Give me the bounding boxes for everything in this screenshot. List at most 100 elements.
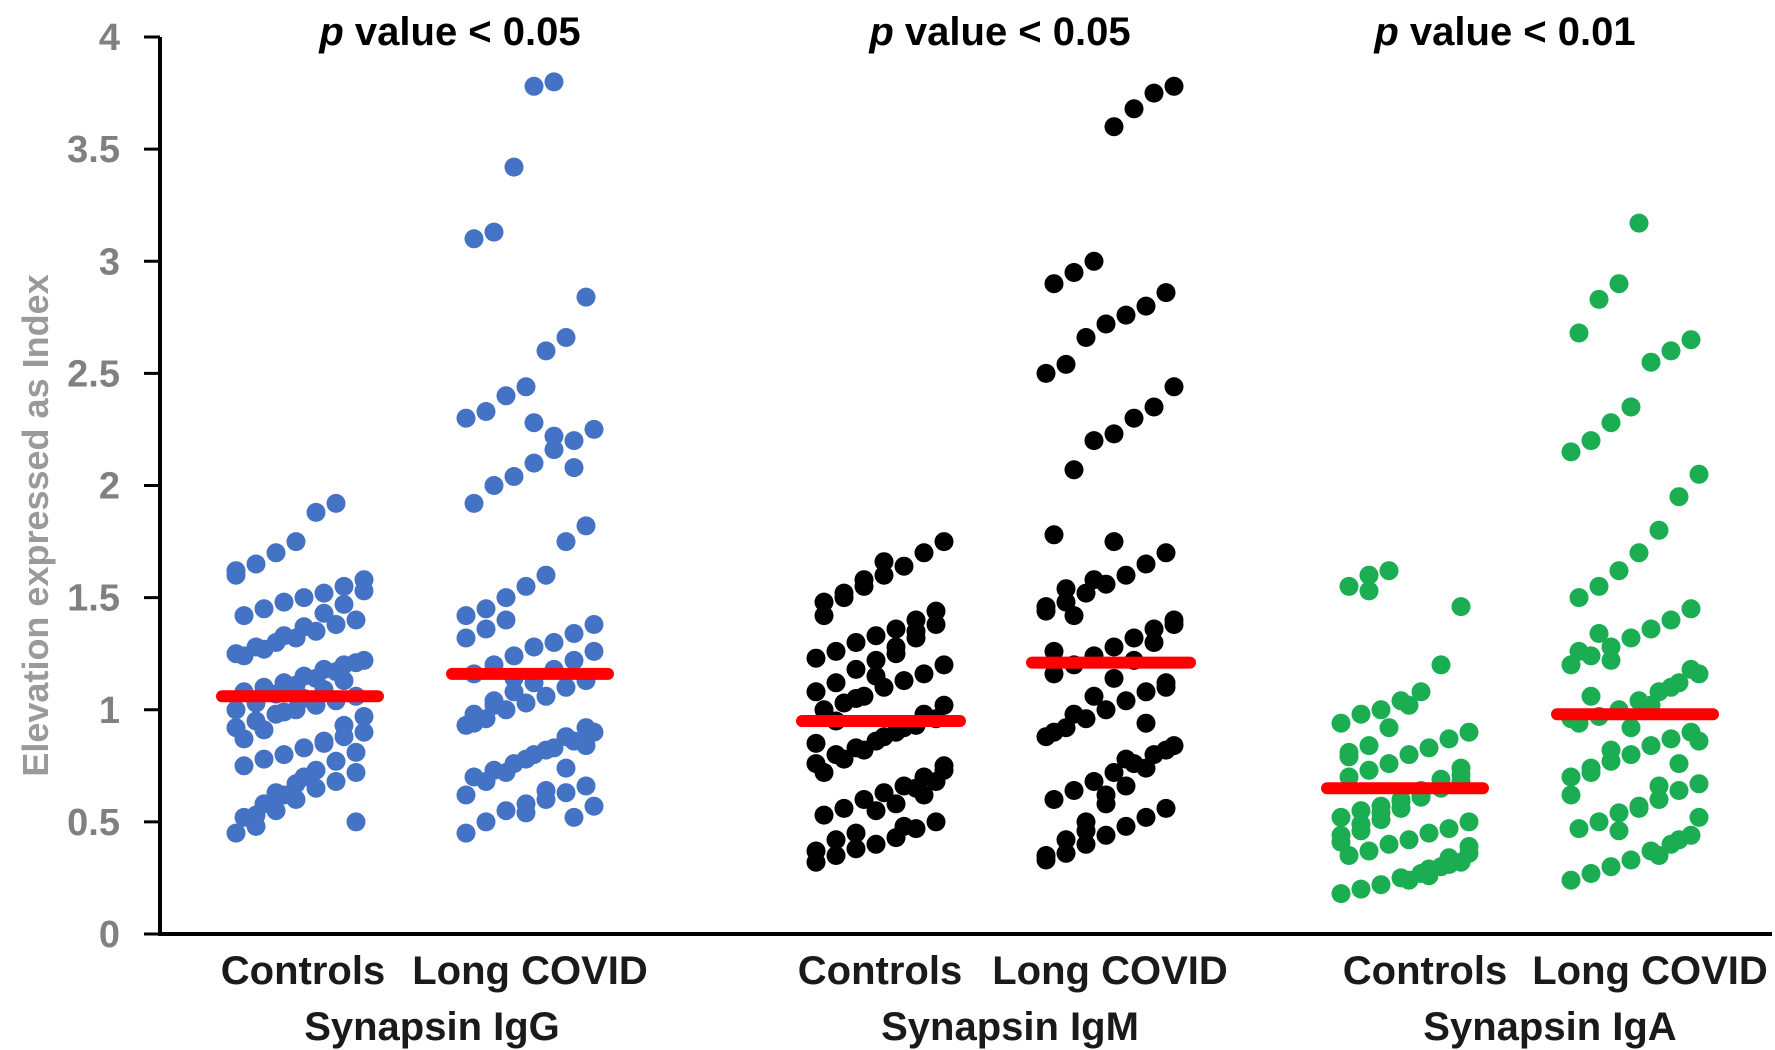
data-point (524, 76, 544, 96)
data-point (564, 458, 584, 478)
data-point (846, 659, 866, 679)
y-tick-label: 3 (99, 241, 120, 283)
data-point (1156, 798, 1176, 818)
data-point (866, 650, 886, 670)
data-point (334, 594, 354, 614)
data-point (1601, 650, 1621, 670)
p-value-label: p value < 0.01 (1373, 10, 1635, 54)
data-point (1096, 785, 1116, 805)
data-point (1056, 354, 1076, 374)
data-point (1561, 785, 1581, 805)
data-point (1649, 776, 1669, 796)
data-point (1419, 823, 1439, 843)
data-point (1164, 76, 1184, 96)
data-point (1379, 718, 1399, 738)
data-point (516, 576, 536, 596)
group-label: Synapsin IgM (881, 1005, 1139, 1049)
data-point (1589, 289, 1609, 309)
data-point (1629, 213, 1649, 233)
data-point (894, 671, 914, 691)
data-point (1621, 397, 1641, 417)
data-point (226, 823, 246, 843)
data-point (914, 664, 934, 684)
data-point (576, 776, 596, 796)
data-point (576, 718, 596, 738)
data-point (456, 408, 476, 428)
data-point (576, 736, 596, 756)
data-point (286, 774, 306, 794)
data-point (334, 576, 354, 596)
group-label: Synapsin IgA (1423, 1005, 1676, 1049)
data-point (834, 749, 854, 769)
group-label: Synapsin IgG (304, 1005, 560, 1049)
data-point (584, 419, 604, 439)
data-point (1044, 274, 1064, 294)
data-point (1601, 857, 1621, 877)
data-point (346, 742, 366, 762)
data-point (866, 626, 886, 646)
data-point (1689, 464, 1709, 484)
data-point (1601, 413, 1621, 433)
data-point (254, 599, 274, 619)
data-point (1569, 819, 1589, 839)
p-value-text: value < 0.01 (1399, 10, 1636, 54)
data-point (1581, 431, 1601, 451)
data-point (1124, 99, 1144, 119)
data-point (886, 794, 906, 814)
category-labels: Controls Long COVID Synapsin IgG p value < … (221, 10, 1768, 1049)
data-point (326, 772, 346, 791)
data-point (1144, 83, 1164, 103)
data-point (1116, 816, 1136, 836)
data-point (1359, 581, 1379, 601)
data-point (1076, 821, 1096, 841)
data-point (1084, 251, 1104, 271)
data-point (1641, 736, 1661, 756)
data-point (834, 798, 854, 818)
data-point (504, 467, 524, 486)
data-point (1569, 323, 1589, 343)
y-axis: 0 0.5 1 1.5 2 2.5 3 3.5 4 (67, 17, 162, 956)
data-point (564, 431, 584, 451)
data-point (1164, 377, 1184, 397)
data-point (846, 633, 866, 652)
data-point (456, 785, 476, 805)
data-point (1359, 736, 1379, 756)
data-point (1669, 781, 1689, 800)
data-point (874, 565, 894, 585)
data-point (1681, 599, 1701, 619)
data-point (1609, 821, 1629, 841)
data-point (584, 641, 604, 661)
data-point (1459, 722, 1479, 742)
data-point (846, 823, 866, 843)
data-point (1156, 283, 1176, 303)
data-point (274, 592, 294, 612)
data-point (576, 287, 596, 307)
data-point (1641, 352, 1661, 372)
data-point (1601, 637, 1621, 657)
data-point (1609, 274, 1629, 294)
data-point (1669, 487, 1689, 507)
data-point (254, 720, 274, 740)
data-point (1689, 807, 1709, 827)
data-point (926, 812, 946, 832)
data-point (866, 801, 886, 821)
data-point (1459, 843, 1479, 863)
data-point (504, 682, 524, 702)
data-point (806, 841, 826, 861)
data-point (1621, 850, 1641, 870)
data-point (476, 402, 496, 421)
data-point (1136, 554, 1156, 574)
data-point (1044, 790, 1064, 809)
data-point (1044, 525, 1064, 545)
data-point (556, 783, 576, 803)
data-point (464, 493, 484, 513)
data-point (536, 740, 556, 760)
data-point (846, 839, 866, 859)
data-point (1084, 570, 1104, 590)
data-point (886, 644, 906, 664)
data-point (484, 691, 504, 711)
data-point (544, 72, 564, 92)
data-point (584, 796, 604, 816)
data-point (516, 749, 536, 769)
